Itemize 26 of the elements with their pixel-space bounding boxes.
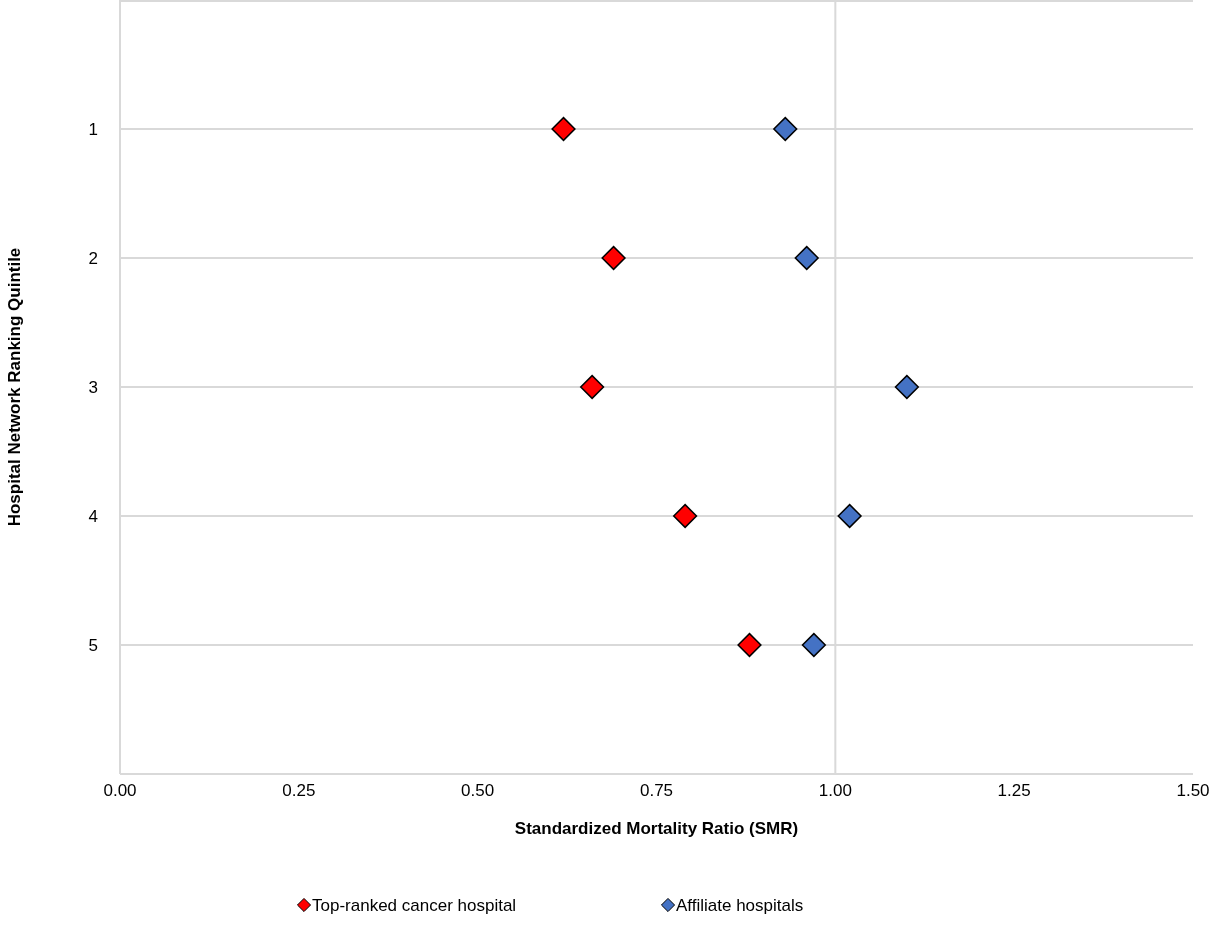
y-axis-title: Hospital Network Ranking Quintile (5, 247, 24, 527)
x-tick-label: 0.25 (282, 781, 316, 800)
y-tick-label: 3 (88, 378, 98, 397)
point (737, 632, 762, 658)
x-axis-title: Standardized Mortality Ratio (SMR) (514, 819, 799, 838)
point (801, 632, 826, 658)
point (837, 503, 862, 529)
point (794, 245, 819, 271)
point (551, 116, 576, 142)
x-tick-label: 1.25 (997, 781, 1031, 800)
point (579, 374, 605, 400)
point (672, 503, 698, 529)
point (894, 374, 919, 400)
y-tick-label: 2 (88, 249, 98, 268)
x-tick-label: 1.00 (818, 781, 852, 800)
point (773, 116, 798, 142)
x-tick-label: 1.50 (1176, 781, 1210, 800)
legend-label: Top-ranked cancer hospital (312, 896, 517, 915)
x-tick-label: 0.00 (103, 781, 137, 800)
x-tick-label: 0.50 (461, 781, 495, 800)
point (601, 245, 626, 271)
legend-label: Affiliate hospitals (676, 896, 804, 915)
y-tick-label: 4 (88, 507, 98, 526)
x-tick-label: 0.75 (639, 781, 674, 800)
y-tick-label: 5 (88, 636, 98, 655)
y-tick-label: 1 (88, 120, 98, 139)
